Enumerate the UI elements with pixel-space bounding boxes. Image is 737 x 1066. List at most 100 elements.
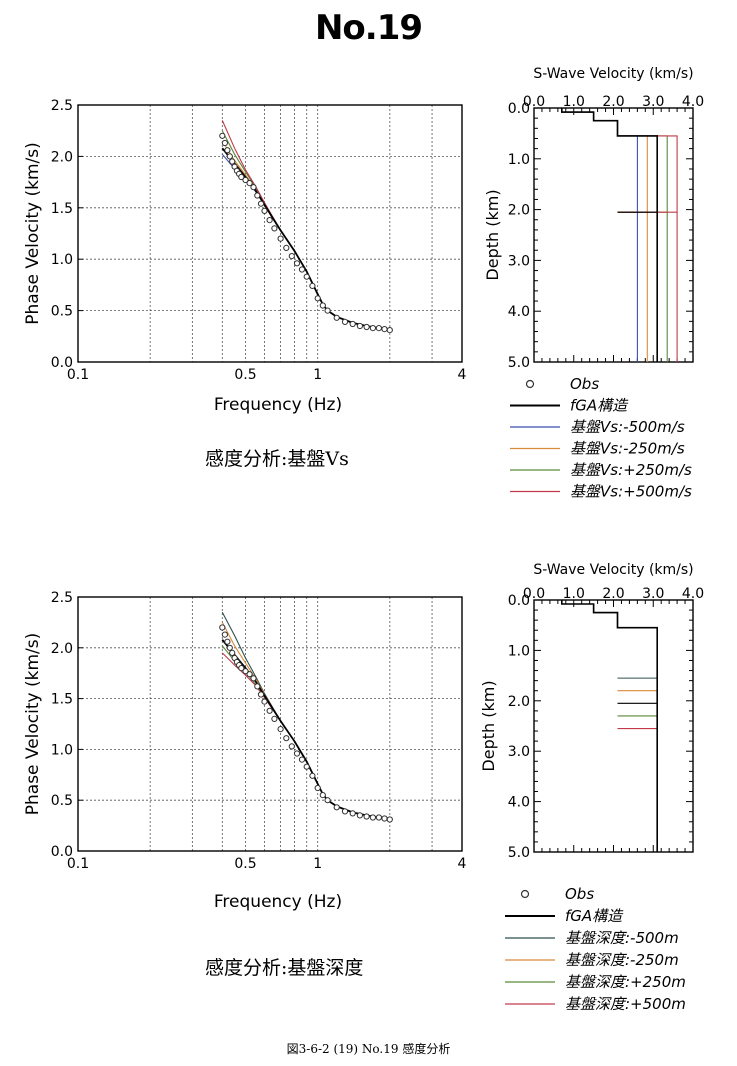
obs-point	[242, 176, 249, 184]
obs-point	[254, 683, 261, 690]
obs-point	[356, 812, 363, 819]
x-tick-label: 1.0	[563, 586, 585, 602]
profile-y-label: Depth (km)	[483, 189, 502, 280]
y-tick-label: 0.5	[51, 304, 73, 320]
series-line	[221, 611, 282, 722]
obs-point	[283, 244, 290, 251]
obs-point	[341, 318, 349, 325]
obs-point	[219, 132, 226, 139]
y-tick-label: 5.0	[508, 845, 530, 861]
legend-entry-label: 基盤深度:-250m	[565, 951, 679, 969]
x-tick-label: 1	[313, 856, 322, 872]
obs-point	[386, 327, 393, 334]
obs-point	[261, 698, 268, 705]
obs-point	[381, 326, 388, 333]
y-tick-label: 1.0	[508, 643, 530, 659]
y-tick-label: 2.0	[508, 694, 530, 710]
y-tick-label: 0.5	[51, 793, 73, 809]
legend-entry-label: 基盤Vs:+250m/s	[570, 461, 692, 479]
obs-point	[226, 644, 233, 651]
obs-point	[324, 307, 331, 314]
obs-point	[250, 184, 257, 191]
x-tick-label: 0.1	[67, 856, 89, 872]
y-tick-label: 1.0	[51, 252, 73, 268]
legend-entry-label: 基盤深度:-500m	[565, 929, 679, 947]
obs-point	[261, 207, 268, 214]
panel-2-caption: 感度分析:基盤深度	[205, 957, 364, 979]
obs-point	[229, 158, 236, 165]
obs-point	[333, 314, 340, 321]
obs-point	[226, 153, 233, 160]
obs-point	[349, 320, 356, 328]
y-tick-label: 4.0	[508, 304, 530, 320]
obs-point	[375, 814, 382, 821]
obs-point	[363, 813, 370, 820]
x-tick-label: 1.0	[563, 94, 585, 110]
obs-point	[242, 668, 249, 675]
legend-entry-label: fGA構造	[565, 907, 624, 925]
profile-line	[561, 108, 678, 362]
y-tick-label: 2.0	[51, 641, 73, 657]
x-tick-label: 4	[458, 856, 467, 872]
obs-point	[221, 139, 228, 147]
obs-point	[246, 180, 253, 187]
y-tick-label: 3.0	[508, 253, 530, 269]
profile-line	[560, 108, 659, 362]
obs-point	[369, 325, 376, 332]
obs-point	[266, 707, 273, 714]
obs-point	[254, 192, 261, 199]
dispersion-chart-2: 0.0 0.5 1.0 1.5 2.0 2.5 0.1 0.5 1 4 Frequency (Hz)…	[23, 590, 467, 912]
figure-caption: 図3-6-2 (19) No.19 感度分析	[286, 1042, 451, 1056]
obs-point	[386, 816, 393, 823]
x-tick-label: 3.0	[642, 586, 664, 602]
y-tick-label: 1.0	[51, 742, 73, 758]
obs-point	[375, 325, 382, 332]
obs-point	[246, 671, 253, 678]
x-tick-label: 0.0	[523, 94, 545, 110]
legend-entry-label: 基盤Vs:-500m/s	[570, 418, 685, 436]
obs-point	[341, 808, 349, 815]
legend-entry-label: 基盤深度:+250m	[565, 973, 686, 991]
legend-entry-label: Obs	[565, 885, 594, 903]
profile-line	[561, 108, 668, 362]
obs-point	[219, 624, 226, 631]
profile-frame	[533, 107, 694, 363]
obs-point	[257, 691, 265, 698]
legend-entry-label: 基盤深度:+500m	[565, 995, 686, 1013]
obs-point	[381, 815, 388, 822]
obs-point	[298, 756, 306, 763]
obs-point	[303, 763, 310, 770]
obs-point	[224, 638, 231, 645]
obs-point	[293, 750, 301, 757]
profile-chart-1: 0.0 1.0 2.0 3.0 4.0 0.0 1.0 2.0 3.0 4.0 5.0 S-Wave …	[483, 66, 704, 371]
y-tick-label: 2.0	[508, 203, 530, 219]
x-tick-label: 4	[458, 367, 467, 383]
profile-line	[560, 600, 659, 852]
series-line	[221, 120, 282, 231]
obs-point	[271, 225, 278, 232]
obs-point	[283, 735, 290, 742]
profile-y-label: Depth (km)	[479, 680, 498, 771]
legend-entry-label: fGA構造	[570, 397, 629, 415]
obs-point	[319, 792, 326, 799]
legend-entry-label: 基盤Vs:+500m/s	[570, 483, 692, 501]
x-tick-label: 0.5	[234, 367, 256, 383]
profile-line	[561, 600, 658, 852]
x-tick-label: 2.0	[602, 586, 624, 602]
obs-point	[277, 726, 284, 733]
legend-obs-symbol	[520, 889, 530, 899]
y-tick-label: 0.0	[51, 844, 73, 860]
profile-line	[561, 600, 658, 852]
profile-line	[561, 108, 648, 362]
obs-point	[229, 649, 236, 657]
profile-chart-2: 0.0 1.0 2.0 3.0 4.0 0.0 1.0 2.0 3.0 4.0 5.0 S-Wave …	[479, 562, 704, 861]
obs-point	[293, 260, 301, 267]
obs-point	[257, 200, 265, 207]
profile-line	[561, 600, 658, 852]
y-tick-label: 1.5	[51, 692, 73, 708]
obs-point	[356, 322, 363, 330]
page-title: No.19	[314, 8, 423, 48]
obs-point	[333, 804, 340, 811]
